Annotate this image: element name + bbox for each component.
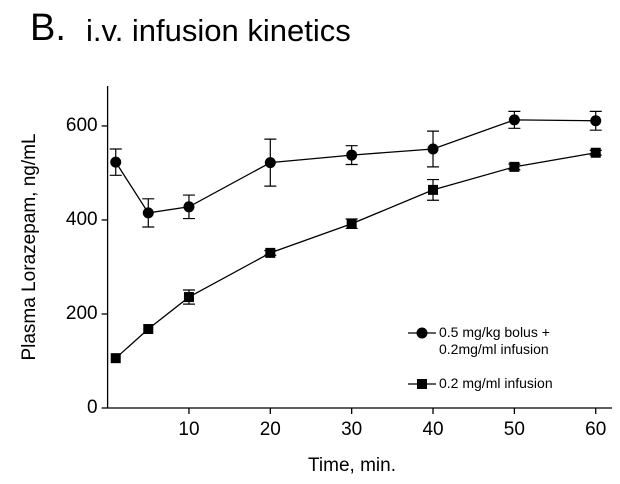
x-tick-label: 40 bbox=[422, 419, 443, 440]
marker bbox=[142, 207, 154, 219]
y-axis-label: Plasma Lorazepam, ng/mL bbox=[19, 133, 40, 360]
x-tick-label: 30 bbox=[341, 419, 362, 440]
legend-marker bbox=[417, 379, 427, 389]
y-tick-label: 200 bbox=[66, 303, 98, 324]
y-tick-label: 400 bbox=[66, 209, 98, 230]
y-tick-label: 0 bbox=[87, 397, 98, 418]
marker bbox=[264, 157, 276, 169]
x-tick-label: 60 bbox=[585, 419, 606, 440]
marker bbox=[110, 353, 121, 364]
x-tick-label: 10 bbox=[178, 419, 199, 440]
marker bbox=[590, 147, 601, 158]
marker bbox=[428, 184, 439, 195]
marker bbox=[265, 247, 276, 258]
marker bbox=[110, 156, 122, 168]
marker bbox=[509, 161, 520, 172]
marker bbox=[143, 324, 154, 335]
marker bbox=[183, 201, 195, 213]
legend-marker bbox=[416, 327, 428, 339]
marker bbox=[183, 292, 194, 303]
legend-label: 0.5 mg/kg bolus + 0.2mg/ml infusion bbox=[439, 324, 550, 357]
series-line bbox=[115, 152, 596, 359]
marker bbox=[508, 114, 520, 126]
x-tick-label: 20 bbox=[260, 419, 281, 440]
x-tick-label: 50 bbox=[504, 419, 525, 440]
marker bbox=[590, 115, 602, 127]
marker bbox=[346, 218, 357, 229]
series-line bbox=[115, 119, 596, 214]
marker bbox=[427, 143, 439, 155]
legend-label: 0.2 mg/ml infusion bbox=[439, 375, 553, 391]
marker bbox=[346, 149, 358, 161]
panel-label: B. bbox=[30, 7, 66, 49]
x-axis-label: Time, min. bbox=[308, 455, 396, 476]
chart-title: i.v. infusion kinetics bbox=[86, 13, 351, 48]
y-tick-label: 600 bbox=[66, 115, 98, 136]
